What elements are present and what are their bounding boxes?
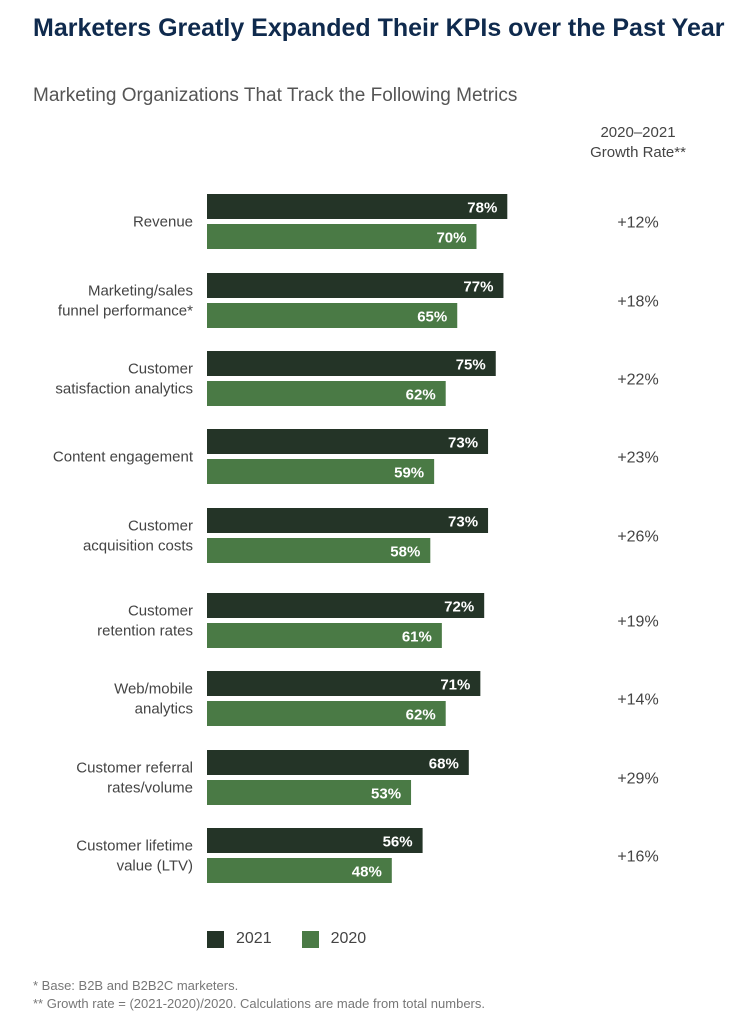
legend-swatch-2021 — [207, 930, 224, 948]
legend-label-2020: 2020 — [330, 930, 367, 947]
category-label: analytics — [135, 701, 193, 718]
category-label: Customer — [128, 361, 193, 378]
bar-2020 — [207, 459, 435, 484]
category-label: Content engagement — [53, 449, 194, 466]
bar-value-label: 72% — [444, 599, 474, 616]
bar-value-label: 68% — [429, 756, 459, 773]
category-label: Customer referral — [76, 760, 193, 777]
category-label: retention rates — [97, 623, 193, 640]
chart-legend: 2021 2020 — [207, 930, 396, 948]
category-label: Customer lifetime — [76, 838, 193, 855]
category-label: value (LTV) — [117, 858, 193, 875]
bar-2021 — [207, 194, 508, 219]
growth-rate-value: +16% — [617, 849, 658, 866]
bar-2021 — [207, 273, 504, 298]
bar-value-label: 59% — [394, 465, 424, 482]
legend-item-2021: 2021 — [207, 930, 272, 948]
bar-2021 — [207, 351, 496, 376]
bar-chart: Revenue 78%70% +12% Marketing/sales funnel p… — [53, 194, 659, 883]
bar-value-label: 71% — [440, 677, 470, 694]
legend-item-2020: 2020 — [301, 930, 367, 948]
bar-2020 — [207, 858, 392, 883]
bar-value-label: 62% — [406, 707, 436, 724]
bar-2021 — [207, 750, 469, 775]
bar-2020 — [207, 381, 446, 406]
bar-2020 — [207, 303, 458, 328]
bar-value-label: 73% — [448, 435, 478, 452]
category-label: Customer — [128, 603, 193, 620]
bar-2021 — [207, 593, 485, 618]
bar-value-label: 48% — [352, 864, 382, 881]
bar-value-label: 77% — [463, 279, 493, 296]
bar-2021 — [207, 671, 481, 696]
category-label: funnel performance* — [58, 303, 193, 320]
growth-header-line-2: Growth Rate** — [590, 144, 686, 161]
category-label: Web/mobile — [114, 681, 193, 698]
growth-rate-value: +26% — [617, 529, 658, 546]
category-label: acquisition costs — [83, 538, 193, 555]
bar-value-label: 62% — [406, 387, 436, 404]
bar-value-label: 78% — [467, 200, 497, 217]
bar-value-label: 56% — [383, 834, 413, 851]
bar-value-label: 61% — [402, 629, 432, 646]
chart-title: Marketers Greatly Expanded Their KPIs ov… — [33, 14, 725, 42]
bar-value-label: 53% — [371, 786, 401, 803]
bar-2020 — [207, 701, 446, 726]
chart-subtitle: Marketing Organizations That Track the F… — [33, 85, 518, 106]
bar-value-label: 58% — [390, 544, 420, 561]
category-label: rates/volume — [107, 780, 193, 797]
bar-2020 — [207, 538, 431, 563]
category-label: satisfaction analytics — [55, 381, 193, 398]
bar-2021 — [207, 508, 489, 533]
bar-2021 — [207, 429, 489, 454]
growth-rate-value: +22% — [617, 372, 658, 389]
footnote-base: * Base: B2B and B2B2C marketers. — [33, 978, 239, 993]
legend-label-2021: 2021 — [236, 930, 272, 947]
growth-rate-header: 2020–2021 Growth Rate** — [568, 123, 708, 163]
bar-2020 — [207, 780, 412, 805]
bar-2020 — [207, 224, 477, 249]
bar-2021 — [207, 828, 423, 853]
growth-rate-value: +29% — [617, 771, 658, 788]
category-label: Marketing/sales — [88, 283, 193, 300]
bar-value-label: 73% — [448, 514, 478, 531]
growth-rate-value: +12% — [617, 215, 658, 232]
growth-rate-value: +14% — [617, 692, 658, 709]
category-label: Revenue — [133, 214, 193, 231]
bar-value-label: 75% — [456, 357, 486, 374]
growth-rate-value: +19% — [617, 614, 658, 631]
legend-swatch-2020 — [301, 930, 319, 948]
bar-2020 — [207, 623, 442, 648]
bar-value-label: 70% — [436, 230, 466, 247]
category-label: Customer — [128, 518, 193, 535]
growth-rate-value: +18% — [617, 294, 658, 311]
bar-value-label: 65% — [417, 309, 447, 326]
growth-header-line-1: 2020–2021 — [600, 124, 676, 141]
growth-rate-value: +23% — [617, 450, 658, 467]
footnote-growth-rate: ** Growth rate = (2021-2020)/2020. Calcu… — [33, 996, 485, 1011]
